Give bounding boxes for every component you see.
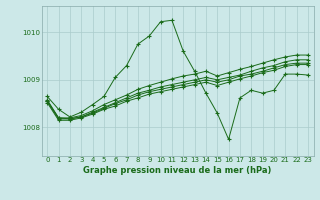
X-axis label: Graphe pression niveau de la mer (hPa): Graphe pression niveau de la mer (hPa) xyxy=(84,166,272,175)
